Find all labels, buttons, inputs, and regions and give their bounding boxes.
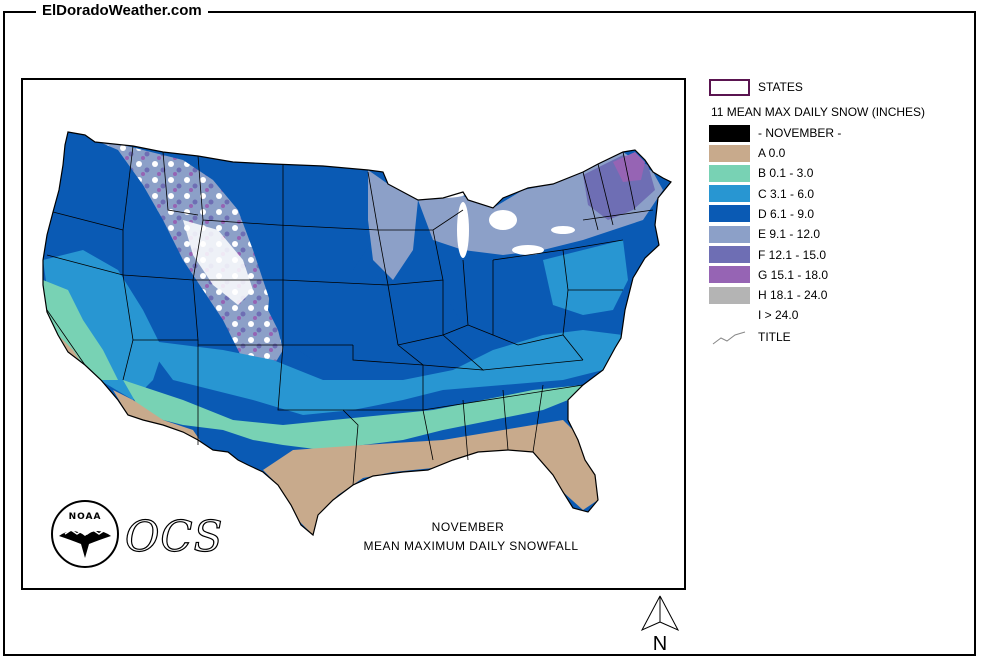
snowfall-map bbox=[42, 131, 672, 537]
legend-month-swatch bbox=[709, 124, 750, 142]
legend-month-label: - NOVEMBER - bbox=[758, 126, 842, 140]
legend-states-row: STATES bbox=[709, 78, 803, 96]
legend-class-swatch bbox=[709, 185, 750, 203]
outer-frame bbox=[3, 11, 976, 656]
zone-b-south bbox=[123, 380, 583, 450]
lake-ontario bbox=[551, 226, 575, 234]
noaa-logo-text: NOAA bbox=[68, 512, 102, 522]
legend-class-label: I > 24.0 bbox=[758, 308, 799, 323]
north-arrow-label: N bbox=[653, 633, 667, 654]
zone-rockies bbox=[83, 135, 283, 375]
legend-class-swatch bbox=[709, 246, 750, 263]
legend-class-label: E 9.1 - 12.0 bbox=[758, 227, 821, 242]
legend-class-swatch bbox=[709, 144, 750, 162]
legend-class-swatch bbox=[709, 286, 750, 304]
noaa-bird-icon bbox=[59, 529, 111, 558]
legend-class-row: B 0.1 - 3.0 bbox=[709, 164, 813, 182]
legend-class-swatch bbox=[709, 225, 750, 243]
north-arrow: N bbox=[640, 595, 680, 654]
legend-class-swatch bbox=[709, 205, 750, 223]
legend-class-swatch bbox=[709, 164, 750, 182]
zone-a-california bbox=[58, 335, 83, 365]
legend-class-row: E 9.1 - 12.0 bbox=[709, 225, 820, 243]
legend-class-row: H 18.1 - 24.0 bbox=[709, 286, 827, 304]
legend-class-row: F 12.1 - 15.0 bbox=[709, 246, 826, 264]
zone-d-central-plains bbox=[268, 260, 403, 370]
legend-class-label: A 0.0 bbox=[758, 146, 786, 160]
legend-states-label: STATES bbox=[758, 80, 803, 94]
lake-huron bbox=[489, 210, 517, 230]
legend-states-swatch bbox=[709, 78, 750, 96]
legend-class-label: B 0.1 - 3.0 bbox=[758, 166, 814, 181]
legend-class-label: G 15.1 - 18.0 bbox=[758, 267, 829, 282]
zone-c-west bbox=[43, 250, 163, 400]
legend-class-row: G 15.1 - 18.0 bbox=[709, 266, 828, 284]
title-line-icon bbox=[712, 331, 746, 344]
lake-michigan bbox=[457, 202, 469, 258]
noaa-logo: NOAA bbox=[51, 500, 119, 568]
legend-class-label: H 18.1 - 24.0 bbox=[758, 288, 828, 303]
site-title: ElDoradoWeather.com bbox=[36, 2, 208, 19]
legend-title-row: TITLE bbox=[709, 328, 791, 346]
map-caption-subtitle: MEAN MAXIMUM DAILY SNOWFALL bbox=[363, 539, 579, 553]
legend-layer-title: 11 MEAN MAX DAILY SNOW (INCHES) bbox=[711, 105, 926, 119]
zone-e-minnesota bbox=[368, 170, 418, 280]
legend-class-label: D 6.1 - 9.0 bbox=[758, 206, 815, 221]
legend-month-row: - NOVEMBER - bbox=[709, 124, 841, 142]
state-boundaries bbox=[42, 131, 672, 537]
legend-class-row: A 0.0 bbox=[709, 144, 785, 162]
legend-class-row: D 6.1 - 9.0 bbox=[709, 205, 814, 223]
zone-b-west-coast bbox=[43, 280, 118, 380]
zone-i-high-peaks bbox=[183, 220, 253, 305]
lake-erie bbox=[512, 245, 544, 255]
legend-class-row: C 3.1 - 6.0 bbox=[709, 185, 814, 203]
map-caption-month: NOVEMBER bbox=[431, 520, 505, 534]
snowfall-zones bbox=[43, 132, 671, 535]
zone-d-dakotas bbox=[278, 170, 383, 280]
legend-layer-title-row: 11 MEAN MAX DAILY SNOW (INCHES) bbox=[711, 103, 925, 121]
ocs-logo: OCS bbox=[124, 511, 224, 561]
legend-class-label: F 12.1 - 15.0 bbox=[758, 247, 827, 262]
legend-class-swatch bbox=[709, 266, 750, 284]
legend-title-label: TITLE bbox=[758, 330, 791, 344]
legend-class-row: I > 24.0 bbox=[709, 306, 798, 324]
legend-class-swatch bbox=[709, 306, 750, 324]
legend-class-label: C 3.1 - 6.0 bbox=[758, 186, 815, 201]
zone-g-maine bbox=[613, 152, 645, 182]
zone-a-gulf-coast bbox=[263, 420, 598, 535]
map-panel: NOAA OCS NOVEMBER MEAN MAXIMUM DAILY SNO… bbox=[21, 78, 686, 590]
zone-c-midsouth bbox=[143, 330, 625, 415]
